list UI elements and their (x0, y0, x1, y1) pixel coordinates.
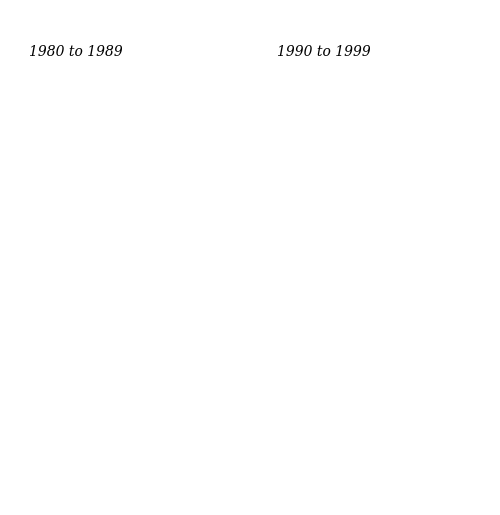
Text: 1990 to 1999: 1990 to 1999 (276, 45, 370, 59)
Text: 1980 to 1989: 1980 to 1989 (30, 45, 123, 59)
